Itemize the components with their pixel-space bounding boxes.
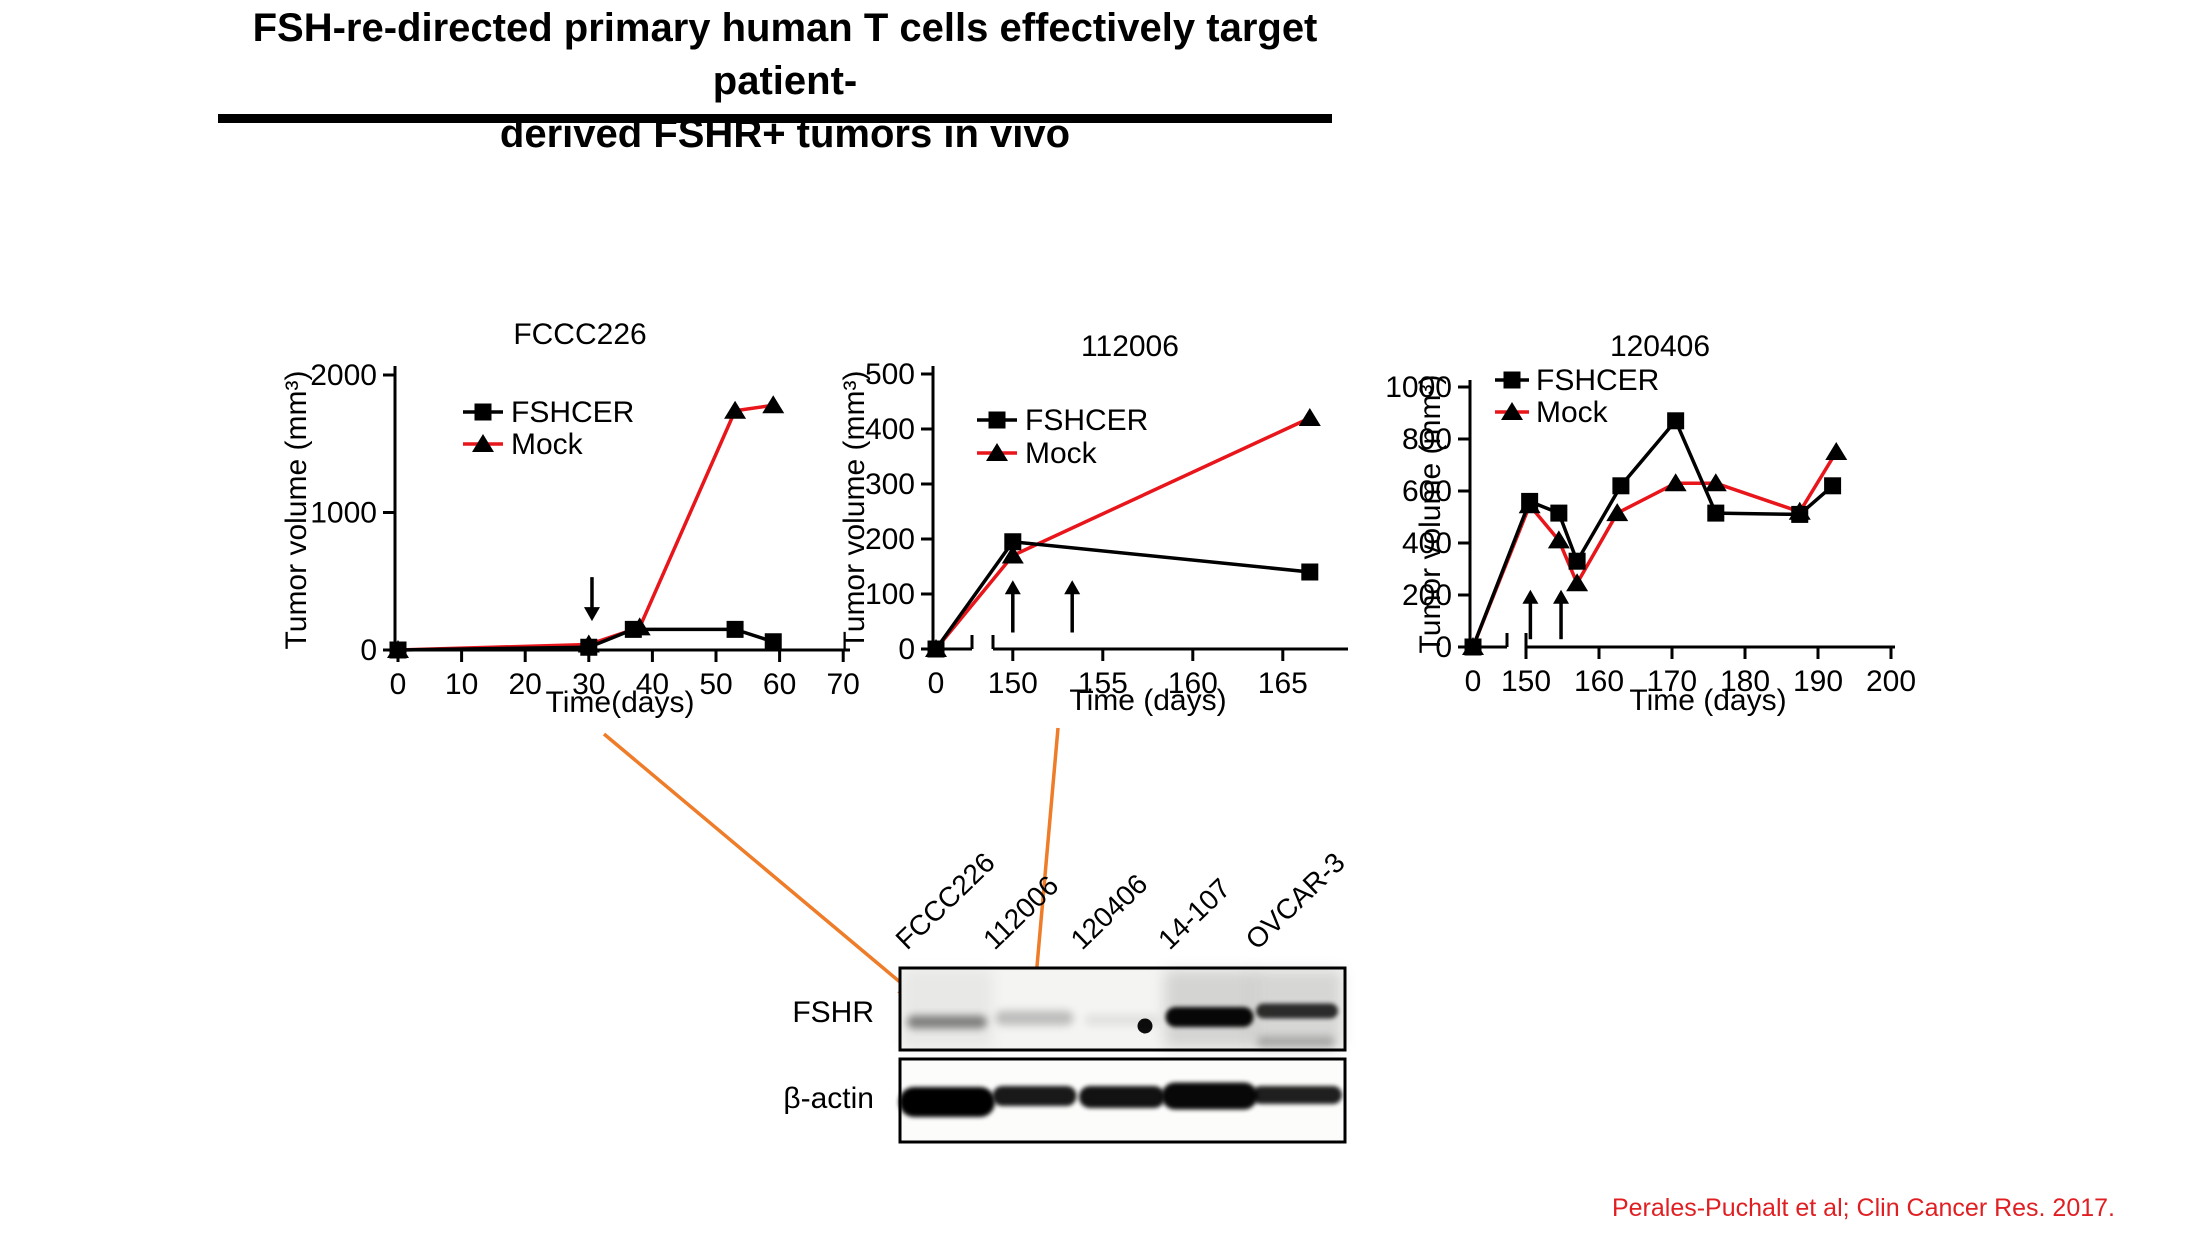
svg-text:60: 60 (763, 668, 796, 701)
svg-text:155: 155 (1078, 667, 1128, 700)
svg-text:300: 300 (865, 468, 915, 501)
series-FSHCER-line (934, 540, 1310, 651)
chart-title: 120406 (1610, 330, 1710, 363)
actin-band (992, 1086, 1077, 1106)
slide-title-line1: FSH-re-directed primary human T cells ef… (252, 6, 1318, 103)
lane-label: 120406 (1065, 868, 1154, 955)
svg-text:190: 190 (1793, 665, 1843, 698)
svg-text:165: 165 (1258, 667, 1308, 700)
svg-text:10: 10 (445, 668, 478, 701)
svg-text:0: 0 (390, 668, 407, 701)
chart-title: FCCC226 (513, 318, 646, 351)
fshr-row-label: FSHR (792, 996, 874, 1029)
svg-text:170: 170 (1647, 665, 1697, 698)
axis-labels: 0 200 400 600 800 1000 0 150 160 170 180 190 200 1204… (1385, 330, 1916, 717)
actin-band (1161, 1082, 1258, 1110)
svg-text:400: 400 (865, 413, 915, 446)
legend-label-Mock: Mock (1025, 437, 1098, 470)
actin-row-label: β-actin (783, 1082, 874, 1115)
svg-text:1000: 1000 (1385, 371, 1452, 404)
legend-label-FSHCER: FSHCER (1025, 404, 1148, 437)
y-axis-label: Tumor volume (mm³) (838, 371, 871, 650)
svg-text:20: 20 (509, 668, 542, 701)
svg-text:0: 0 (928, 667, 945, 700)
svg-text:200: 200 (865, 523, 915, 556)
x-axis-label: Time (days) (1069, 684, 1226, 717)
series-Mock-line (397, 403, 774, 652)
svg-text:0: 0 (1435, 631, 1452, 664)
chart-120406: 0 200 400 600 800 1000 0 150 160 170 180 190 200 1204… (1385, 330, 1916, 717)
annotation-arrows (602, 727, 1060, 1000)
svg-text:50: 50 (699, 668, 732, 701)
axes (921, 366, 1348, 661)
svg-text:150: 150 (988, 667, 1038, 700)
axis-labels: 0 100 200 300 400 500 0 150 155 160 165 112006 Time … (838, 330, 1308, 717)
actin-band (899, 1087, 995, 1117)
svg-text:200: 200 (1866, 665, 1916, 698)
actin-band (1079, 1086, 1165, 1108)
y-axis-label: Tumor volume (mm³) (1414, 375, 1447, 654)
lane-label: 112006 (977, 870, 1064, 956)
svg-text:600: 600 (1402, 475, 1452, 508)
svg-text:0: 0 (360, 634, 377, 667)
svg-text:100: 100 (865, 578, 915, 611)
svg-text:2000: 2000 (310, 359, 377, 392)
fshr-band (1256, 1003, 1338, 1019)
axis-labels: 0 1000 2000 0 10 20 30 40 50 60 70 FCCC226 Time(days… (280, 318, 860, 719)
title-underline (218, 114, 1332, 123)
chart-FCCC226: 0 1000 2000 0 10 20 30 40 50 60 70 FCCC226 Time(days… (280, 318, 860, 719)
treatment-arrows (1004, 580, 1081, 633)
series (387, 395, 785, 659)
series-FSHCER-line (1471, 419, 1834, 648)
svg-text:0: 0 (898, 633, 915, 666)
svg-text:160: 160 (1168, 667, 1218, 700)
treatment-arrows (1522, 589, 1570, 640)
fshr-band (907, 1015, 987, 1029)
series (1462, 412, 1848, 656)
treatment-arrows (583, 577, 600, 622)
svg-text:160: 160 (1574, 665, 1624, 698)
svg-text:40: 40 (636, 668, 669, 701)
legend-label-Mock: Mock (1536, 396, 1609, 429)
svg-text:800: 800 (1402, 423, 1452, 456)
svg-text:400: 400 (1402, 527, 1452, 560)
svg-text:70: 70 (827, 668, 860, 701)
chart-112006: 0 100 200 300 400 500 0 150 155 160 165 112006 Time … (838, 330, 1348, 717)
citation: Perales-Puchalt et al; Clin Cancer Res. … (1611, 1194, 2115, 1222)
svg-text:1000: 1000 (310, 497, 377, 530)
svg-text:500: 500 (865, 358, 915, 391)
legend-label-FSHCER: FSHCER (511, 396, 634, 429)
legend-label-Mock: Mock (511, 428, 584, 461)
fshr-band (995, 1010, 1074, 1026)
svg-text:200: 200 (1402, 579, 1452, 612)
y-axis-label: Tumor volume (mm³) (280, 371, 313, 650)
blot-row-labels: FSHR β-actin (783, 996, 874, 1115)
lane-label: 14-107 (1152, 872, 1236, 955)
svg-text:0: 0 (1465, 665, 1482, 698)
actin-band (1252, 1086, 1342, 1104)
svg-text:180: 180 (1720, 665, 1770, 698)
series (925, 408, 1321, 658)
legend-label-FSHCER: FSHCER (1536, 364, 1659, 397)
fshr-dot-artifact (1137, 1018, 1153, 1034)
x-axis-label: Time(days) (546, 686, 695, 719)
chart-title: 112006 (1081, 330, 1179, 363)
fshr-band (1165, 1007, 1254, 1027)
series-Mock-line (1471, 451, 1838, 648)
x-axis-label: Time (days) (1629, 684, 1786, 717)
svg-text:150: 150 (1501, 665, 1551, 698)
svg-text:30: 30 (572, 668, 605, 701)
lane-label: OVCAR-3 (1240, 847, 1351, 956)
